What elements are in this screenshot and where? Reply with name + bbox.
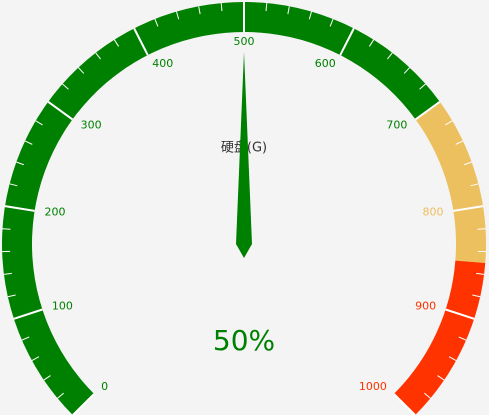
minor-tick — [477, 228, 486, 230]
minor-tick — [387, 52, 393, 60]
minor-tick — [3, 272, 12, 275]
minor-tick — [265, 3, 268, 12]
minor-tick — [77, 67, 85, 74]
split-line — [339, 27, 355, 56]
minor-tick — [176, 11, 180, 20]
gauge-detail: 50% — [213, 324, 275, 357]
minor-tick — [35, 120, 43, 126]
minor-tick — [287, 6, 290, 15]
tick-label: 600 — [315, 57, 336, 70]
minor-tick — [16, 161, 25, 166]
gauge-band — [415, 101, 486, 263]
minor-tick — [62, 83, 69, 90]
tick-label: 300 — [81, 118, 102, 131]
minor-tick — [470, 183, 479, 187]
minor-tick — [198, 6, 201, 15]
split-line — [453, 205, 484, 212]
split-line — [72, 393, 95, 415]
minor-tick — [7, 294, 16, 298]
minor-tick — [2, 228, 11, 230]
tick-label: 0 — [101, 380, 108, 393]
tick-label: 700 — [386, 118, 407, 131]
split-line — [133, 27, 149, 56]
minor-tick — [31, 356, 40, 362]
minor-tick — [24, 140, 33, 145]
minor-tick — [9, 183, 18, 187]
minor-tick — [455, 140, 464, 145]
minor-tick — [368, 39, 375, 47]
tick-label: 1000 — [359, 380, 387, 393]
split-line — [414, 100, 441, 121]
split-line — [47, 100, 74, 121]
minor-tick — [57, 392, 65, 399]
minor-tick — [463, 161, 472, 166]
minor-tick — [220, 3, 223, 12]
minor-tick — [21, 336, 30, 341]
tick-label: 200 — [44, 205, 65, 218]
minor-tick — [329, 18, 334, 27]
tick-label: 500 — [234, 35, 255, 48]
minor-tick — [448, 356, 457, 362]
minor-tick — [437, 375, 445, 381]
tick-label: 900 — [415, 299, 436, 312]
gauge-band — [393, 260, 486, 415]
minor-tick — [154, 18, 159, 27]
gauge-band — [2, 2, 440, 415]
split-line — [445, 308, 475, 320]
needle — [236, 52, 252, 258]
split-line — [4, 205, 35, 212]
minor-tick — [476, 272, 485, 275]
minor-tick — [423, 392, 431, 399]
split-line — [13, 308, 43, 320]
minor-tick — [113, 39, 120, 47]
tick-label: 100 — [52, 299, 73, 312]
minor-tick — [403, 67, 411, 74]
minor-tick — [43, 375, 51, 381]
minor-tick — [445, 120, 453, 126]
minor-tick — [419, 83, 426, 90]
minor-tick — [472, 294, 481, 298]
tick-label: 800 — [423, 205, 444, 218]
minor-tick — [308, 11, 312, 20]
minor-tick — [95, 52, 101, 60]
minor-tick — [458, 336, 467, 341]
split-line — [393, 393, 416, 415]
tick-label: 400 — [152, 57, 173, 70]
